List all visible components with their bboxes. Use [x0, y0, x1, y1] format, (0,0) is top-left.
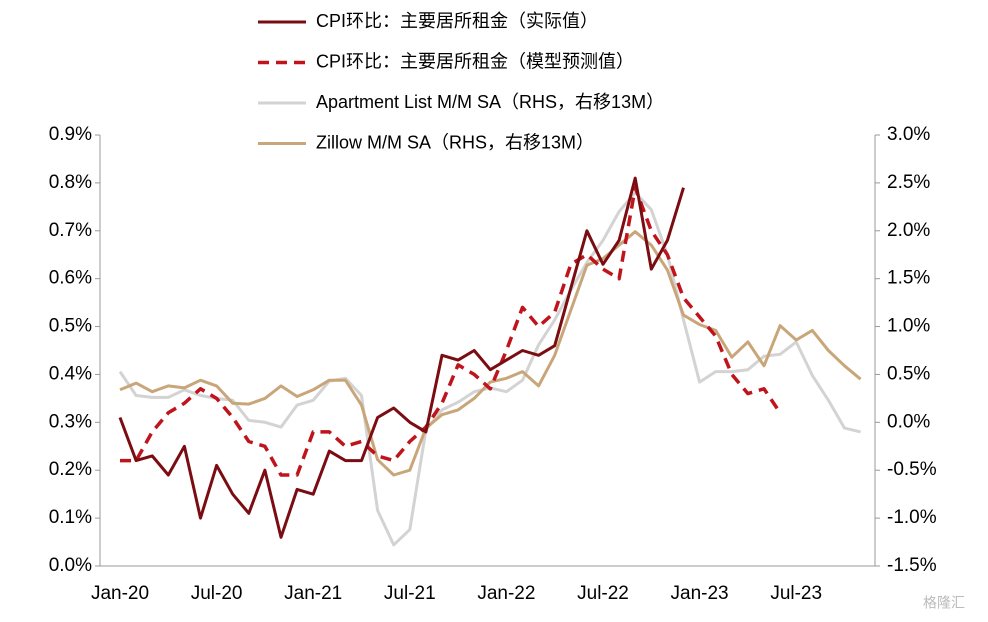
y2-tick-label: -1.0%	[887, 507, 937, 528]
y-tick-label: 0.6%	[49, 268, 92, 289]
y-tick-label: 0.5%	[49, 316, 92, 337]
x-tick-label: Jul-20	[191, 583, 243, 604]
x-tick-label: Jan-21	[284, 583, 342, 604]
legend-label: CPI环比：主要居所租金（模型预测值）	[316, 51, 634, 71]
y2-tick-label: -0.5%	[887, 459, 937, 480]
x-tick-label: Jul-23	[770, 583, 822, 604]
y2-tick-label: 0.0%	[887, 411, 930, 432]
y2-tick-label: 0.5%	[887, 363, 930, 384]
x-tick-label: Jul-22	[577, 583, 629, 604]
y2-tick-label: 2.0%	[887, 220, 930, 241]
x-tick-label: Jan-23	[671, 583, 729, 604]
watermark: 格隆汇	[923, 595, 965, 611]
y-tick-label: 0.8%	[49, 172, 92, 193]
y2-tick-label: -1.5%	[887, 555, 937, 576]
series-line	[120, 185, 782, 477]
y-tick-label: 0.2%	[49, 459, 92, 480]
x-tick-label: Jan-22	[477, 583, 535, 604]
series-line	[118, 176, 685, 539]
legend-label: Apartment List M/M SA（RHS，右移13M）	[316, 92, 664, 112]
y2-tick-label: 2.5%	[887, 172, 930, 193]
y-tick-label: 0.0%	[49, 555, 92, 576]
series-line	[119, 230, 862, 477]
y2-tick-label: 1.5%	[887, 268, 930, 289]
y2-tick-label: 1.0%	[887, 316, 930, 337]
y-tick-label: 0.7%	[49, 220, 92, 241]
y-tick-label: 0.3%	[49, 411, 92, 432]
y-tick-label: 0.9%	[49, 124, 92, 145]
y2-tick-label: 3.0%	[887, 124, 930, 145]
y-tick-label: 0.1%	[49, 507, 92, 528]
x-tick-label: Jul-21	[384, 583, 436, 604]
y-tick-label: 0.4%	[49, 363, 92, 384]
legend-label: Zillow M/M SA（RHS，右移13M）	[316, 132, 594, 152]
x-tick-label: Jan-20	[91, 583, 149, 604]
legend-label: CPI环比：主要居所租金（实际值）	[316, 11, 598, 31]
